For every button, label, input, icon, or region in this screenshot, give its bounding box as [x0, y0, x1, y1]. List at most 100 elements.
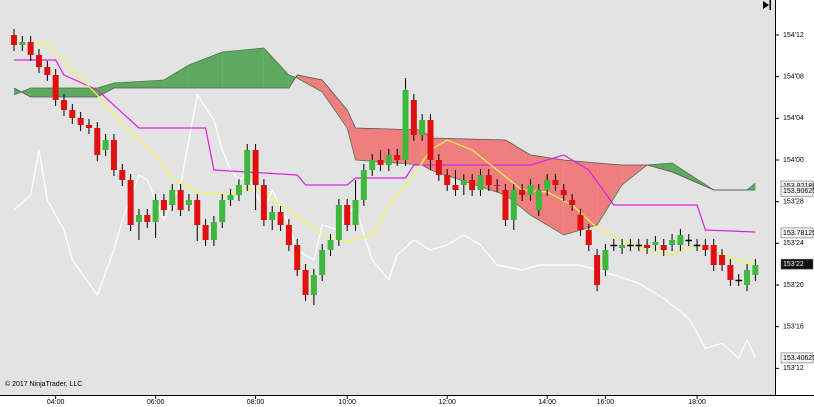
candle-body [419, 120, 426, 135]
candle-body [519, 190, 526, 195]
candle-body [444, 175, 451, 185]
candle-body [627, 244, 634, 247]
candle-body [310, 275, 317, 295]
candle-body [693, 244, 701, 247]
candle-body [77, 118, 84, 125]
candle-body [477, 175, 484, 190]
price-marker-box [780, 352, 814, 364]
candle-body [260, 185, 267, 220]
candle-body [569, 200, 576, 205]
candle-body [85, 125, 92, 128]
x-tick-label: 08:00 [247, 399, 265, 406]
y-tick-label: 153'12 [783, 365, 804, 372]
indicator-line [14, 59, 756, 233]
cloud-segment [263, 48, 289, 88]
x-tick-label: 14:00 [538, 399, 556, 406]
price-marker-box [780, 258, 814, 270]
candle-body [19, 42, 26, 45]
candle-body [535, 190, 542, 210]
plot-background [0, 0, 775, 395]
cloud-edge [13, 74, 756, 191]
y-tick-label: 154'08 [783, 74, 804, 81]
price-marker-label: 153'22 [783, 261, 804, 268]
candle-body [152, 200, 159, 222]
candle-body [594, 255, 601, 285]
cloud-segment [347, 110, 356, 160]
candle-body [69, 110, 76, 118]
cloud-segment [163, 65, 189, 88]
candle-body [319, 250, 326, 275]
candle-body [385, 155, 392, 165]
candle-body [677, 235, 684, 245]
candle-body [577, 215, 584, 230]
price-marker-box [780, 185, 814, 197]
price-marker-label: 153.78125 [783, 230, 814, 237]
candle-body [235, 185, 242, 195]
candle-body [277, 212, 284, 225]
candle-body [585, 230, 592, 245]
copyright: © 2017 NinjaTrader, LLC [5, 380, 82, 388]
cloud-segment [30, 88, 98, 97]
cloud-segment [563, 160, 598, 235]
candle-body [435, 160, 442, 175]
candle-body [60, 100, 67, 110]
candle-body [452, 185, 459, 190]
candle-body [352, 200, 359, 225]
candle-body [427, 120, 434, 160]
candle-body [52, 75, 59, 100]
x-tick-label: 04:00 [47, 399, 65, 406]
candle-body [244, 150, 251, 185]
candle-body [460, 180, 467, 185]
candle-body [602, 250, 609, 270]
candle-body [410, 100, 417, 135]
candle-body [160, 200, 167, 210]
candle-body [344, 205, 351, 225]
cloud-segment [297, 75, 323, 92]
cloud-segment [188, 52, 223, 88]
candle-body [710, 245, 717, 265]
x-tick-label: 16:00 [597, 399, 615, 406]
candle-body [35, 55, 42, 67]
candle-body [285, 225, 292, 245]
price-marker-box [780, 227, 814, 239]
candle-body [102, 140, 109, 150]
candle-body [294, 245, 301, 270]
candle-body [377, 160, 384, 165]
candle-body [635, 244, 642, 247]
candle-body [644, 245, 651, 248]
candle-body [252, 150, 259, 185]
candle-body [527, 185, 534, 195]
candle-body [94, 128, 101, 155]
candle-body [560, 190, 567, 195]
candle-body [660, 245, 667, 250]
cloud-segment [222, 48, 264, 88]
candle-body [302, 270, 309, 295]
candle-body [110, 140, 117, 170]
candle-body [177, 190, 184, 210]
candle-body [552, 180, 559, 185]
price-marker-label: 153.40625 [783, 355, 814, 362]
candle-body [27, 42, 34, 55]
indicator-line [30, 41, 756, 266]
scroll-end-button[interactable] [763, 0, 771, 10]
candle-body [494, 185, 501, 186]
candle-body [544, 180, 551, 190]
x-tick-label: 12:00 [438, 399, 456, 406]
candle-body [269, 212, 276, 220]
candle-body [619, 245, 626, 248]
plot-area [11, 29, 759, 360]
candle-body [610, 244, 618, 247]
candle-body [735, 279, 742, 282]
candle-body [44, 67, 51, 75]
y-tick-label: 154'00 [783, 157, 804, 164]
candle-body [227, 195, 234, 200]
scroll-icon[interactable] [763, 1, 769, 9]
scroll-icon-bar[interactable] [769, 0, 772, 10]
cloud-segment [647, 163, 673, 172]
candle-body [202, 225, 209, 240]
candle-body [402, 90, 409, 160]
cloud-segment [597, 163, 623, 225]
cloud-segment [322, 80, 348, 128]
candle-body [485, 175, 492, 185]
candle-body [210, 222, 217, 240]
